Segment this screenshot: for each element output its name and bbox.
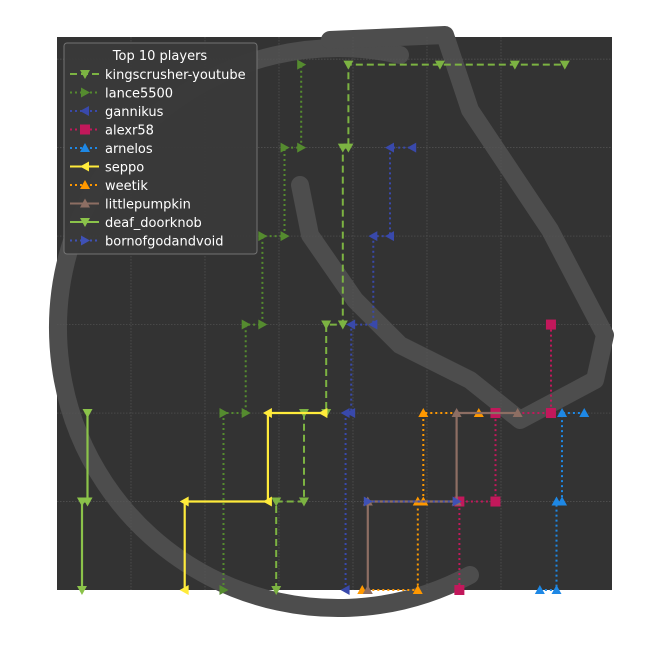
legend-label: weetik xyxy=(105,179,148,194)
data-point-lance5500 xyxy=(219,408,229,419)
legend-label: deaf_doorknob xyxy=(105,216,202,231)
data-point-kingscrusher-youtube xyxy=(271,497,282,507)
data-point-alexr58 xyxy=(454,585,465,595)
data-point-seppo xyxy=(179,496,189,507)
data-point-littlepumpkin xyxy=(451,408,462,418)
legend-item-seppo: seppo xyxy=(70,161,144,176)
data-point-littlepumpkin xyxy=(362,585,373,594)
legend-label: alexr58 xyxy=(105,124,154,139)
data-point-lance5500 xyxy=(297,59,307,70)
legend-label: littlepumpkin xyxy=(105,198,191,213)
data-point-littlepumpkin xyxy=(512,408,523,418)
data-point-bornofgodandvoid xyxy=(363,496,373,507)
legend-label: arnelos xyxy=(105,142,153,157)
data-point-lance5500 xyxy=(280,142,290,153)
legend-item-bornofgodandvoid: bornofgodandvoid xyxy=(70,235,224,250)
data-point-gannikus xyxy=(385,142,394,153)
legend-swatch-marker xyxy=(80,124,90,135)
data-point-deaf-doorknob xyxy=(82,497,93,507)
legend-swatch-marker xyxy=(80,70,90,79)
legend-label: lance5500 xyxy=(105,87,173,102)
legend-swatch-marker xyxy=(81,87,90,98)
legend-item-deaf-doorknob: deaf_doorknob xyxy=(70,216,202,231)
legend-item-weetik: weetik xyxy=(70,179,148,194)
legend-box xyxy=(63,42,258,255)
data-point-seppo xyxy=(179,585,189,595)
data-point-lance5500 xyxy=(219,585,229,595)
data-point-arnelos xyxy=(557,496,568,506)
legend-item-gannikus: gannikus xyxy=(70,105,164,120)
data-point-kingscrusher-youtube xyxy=(298,497,309,507)
legend-swatch-marker xyxy=(80,218,90,227)
series-bornofgodandvoid xyxy=(363,496,462,507)
data-point-gannikus xyxy=(346,319,356,330)
data-point-kingscrusher-youtube xyxy=(271,586,282,595)
data-point-weetik xyxy=(412,585,423,594)
series-layer xyxy=(76,59,590,595)
data-point-lance5500 xyxy=(297,142,307,153)
legend-item-lance5500: lance5500 xyxy=(70,87,173,102)
data-point-seppo xyxy=(318,408,328,419)
legend: Top 10 players kingscrusher-youtube lance… xyxy=(63,42,258,255)
data-point-bornofgodandvoid xyxy=(452,496,462,507)
data-point-kingscrusher-youtube xyxy=(321,320,332,330)
data-point-kingscrusher-youtube xyxy=(559,60,570,70)
data-point-seppo xyxy=(262,408,272,419)
data-point-kingscrusher-youtube xyxy=(343,60,354,70)
legend-swatch-marker xyxy=(80,143,90,152)
legend-swatch-marker xyxy=(81,235,90,246)
data-point-seppo xyxy=(262,496,272,507)
data-point-alexr58 xyxy=(545,319,556,330)
data-point-kingscrusher-youtube xyxy=(434,60,445,70)
data-point-deaf-doorknob xyxy=(82,409,93,419)
data-point-lance5500 xyxy=(241,408,251,419)
series-lance5500 xyxy=(219,59,307,595)
data-point-deaf-doorknob xyxy=(76,586,87,595)
legend-title: Top 10 players xyxy=(112,49,208,64)
data-point-lance5500 xyxy=(258,319,268,330)
data-point-gannikus xyxy=(340,408,350,419)
series-line-lance5500 xyxy=(222,64,303,590)
data-point-lance5500 xyxy=(241,319,251,330)
data-point-gannikus xyxy=(368,319,378,330)
data-point-arnelos xyxy=(551,585,562,594)
data-point-gannikus xyxy=(407,142,417,153)
data-point-lance5500 xyxy=(258,231,268,242)
data-point-arnelos xyxy=(579,408,590,418)
series-gannikus xyxy=(340,142,417,595)
data-point-gannikus xyxy=(368,231,378,242)
data-point-kingscrusher-youtube xyxy=(509,60,520,70)
data-point-gannikus xyxy=(340,585,350,595)
series-arnelos xyxy=(534,408,590,594)
series-kingscrusher-youtube xyxy=(271,60,570,595)
data-point-weetik xyxy=(418,408,429,418)
data-point-gannikus xyxy=(385,231,394,242)
legend-items: kingscrusher-youtube lance5500 gannikus ale… xyxy=(70,68,246,250)
data-point-alexr58 xyxy=(545,408,556,419)
legend-swatch-marker xyxy=(80,180,90,189)
data-point-kingscrusher-youtube xyxy=(343,143,354,153)
legend-label: bornofgodandvoid xyxy=(105,235,224,250)
series-deaf-doorknob xyxy=(76,409,93,595)
legend-item-littlepumpkin: littlepumpkin xyxy=(70,198,191,213)
legend-item-alexr58: alexr58 xyxy=(70,124,154,139)
data-point-gannikus xyxy=(346,408,356,419)
legend-label: seppo xyxy=(105,161,144,176)
legend-item-kingscrusher-youtube: kingscrusher-youtube xyxy=(70,68,246,83)
legend-item-arnelos: arnelos xyxy=(70,142,153,157)
data-point-kingscrusher-youtube xyxy=(337,320,348,330)
legend-label: kingscrusher-youtube xyxy=(105,68,246,83)
data-point-arnelos xyxy=(534,585,545,594)
data-point-lance5500 xyxy=(280,231,290,242)
legend-swatch-marker xyxy=(80,198,90,208)
legend-label: gannikus xyxy=(105,105,164,120)
legend-swatch-marker xyxy=(80,106,89,116)
data-point-arnelos xyxy=(557,408,568,418)
data-point-alexr58 xyxy=(490,496,501,507)
legend-swatch-marker xyxy=(80,161,89,172)
series-seppo xyxy=(179,408,328,595)
